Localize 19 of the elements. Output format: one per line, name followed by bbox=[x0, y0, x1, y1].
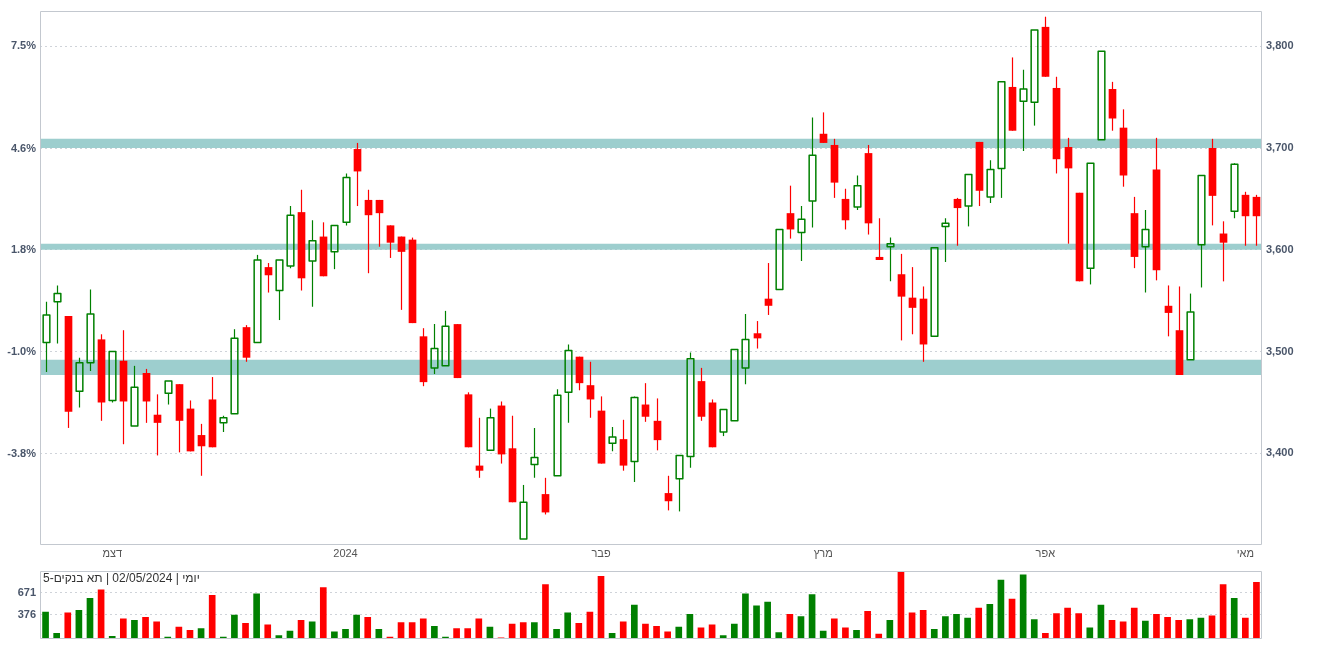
x-tick-label: מאי bbox=[1236, 546, 1254, 559]
y-tick-label: 376 bbox=[17, 608, 36, 621]
annotation: יומי | 02/05/2024 | תא בנקים-5 bbox=[43, 570, 200, 585]
y2-tick-label: 1.8% bbox=[10, 243, 37, 256]
y2-tick-label: 7.5% bbox=[10, 39, 37, 52]
y2-tick-label: -3.8% bbox=[7, 446, 37, 459]
y-tick-label: 3,600 bbox=[1266, 242, 1294, 255]
y-tick-label: 671 bbox=[17, 585, 36, 598]
y-tick-label: 3,800 bbox=[1266, 39, 1294, 52]
y2-tick-label: -1.0% bbox=[7, 344, 37, 357]
y2-tick-label: 4.6% bbox=[10, 142, 37, 155]
x-tick-label: מרץ bbox=[813, 546, 833, 559]
y-tick-label: 3,700 bbox=[1266, 141, 1294, 154]
x-tick-label: 2024 bbox=[333, 546, 358, 559]
y-tick-label: 3,400 bbox=[1266, 446, 1294, 459]
x-tick-label: אפר bbox=[1035, 546, 1056, 559]
x-tick-label: דצמ bbox=[102, 546, 123, 559]
y-tick-label: 3,500 bbox=[1266, 344, 1294, 357]
x-tick-label: פבר bbox=[591, 546, 611, 559]
